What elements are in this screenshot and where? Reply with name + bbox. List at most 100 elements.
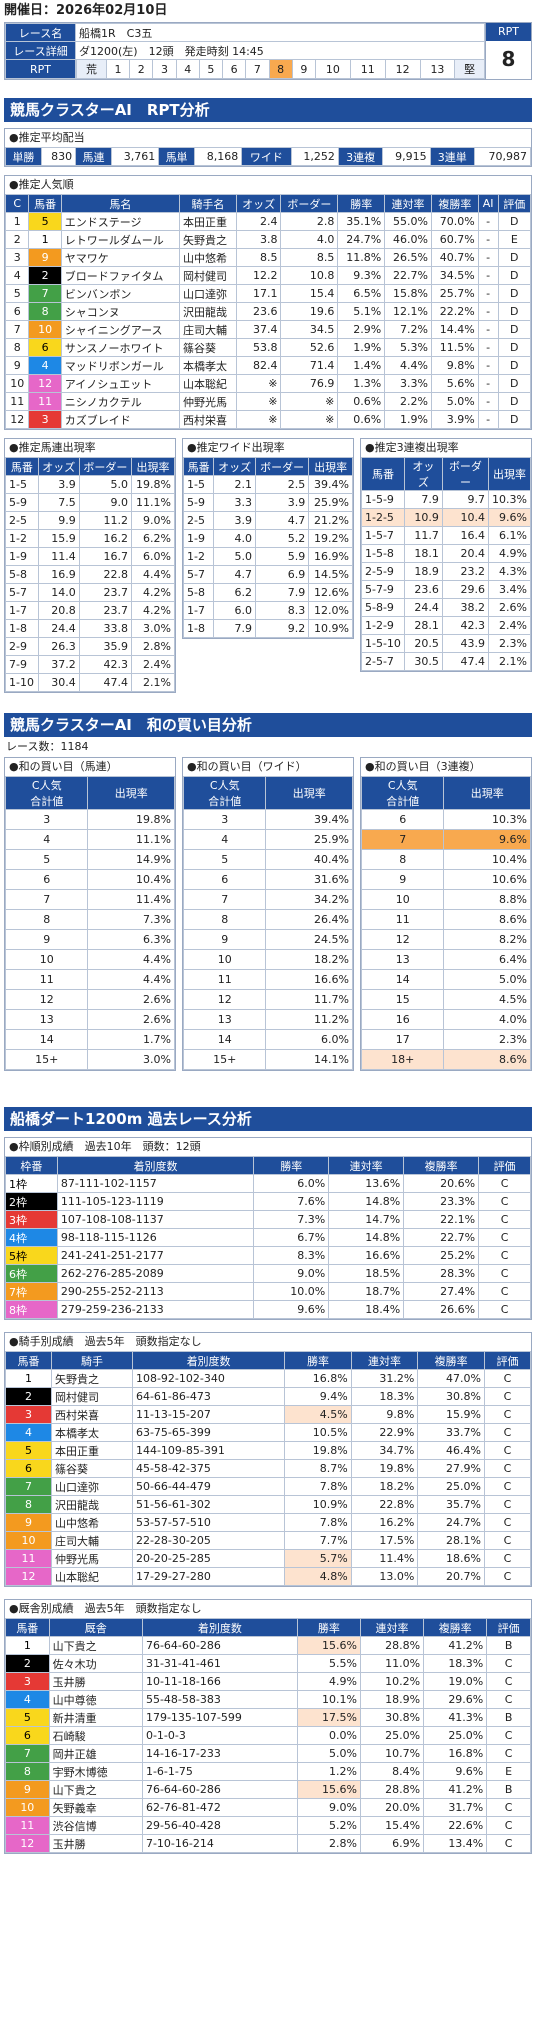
section-rpt-title: 競馬クラスターAI RPT分析: [4, 98, 532, 122]
rate: 2.6%: [87, 989, 175, 1010]
rate: 19.2%: [308, 529, 353, 548]
ai: -: [477, 410, 499, 429]
border: 29.6: [441, 580, 490, 599]
jockey-name: 矢野貴之: [179, 230, 237, 249]
record: 144-109-85-391: [131, 1441, 286, 1460]
sum-value: 12: [360, 929, 445, 950]
border: ※: [280, 392, 339, 411]
border: 6.9: [254, 565, 310, 584]
column-header: 馬番: [361, 457, 405, 491]
combo: 1-7: [5, 601, 39, 620]
rate: 2.8%: [130, 637, 176, 656]
show-rate: 20.7%: [417, 1567, 485, 1586]
rating: D: [497, 248, 532, 267]
border: 23.7: [78, 583, 132, 602]
table-row: 14 1.7%: [4, 1029, 175, 1050]
table-row: 5 本田正重 144-109-85-391 19.8% 34.7% 46.4% C: [4, 1441, 532, 1460]
horse-number: 1: [28, 230, 62, 249]
table-row: 12 3 カズブレイド 西村栄喜 ※ ※ 0.6% 1.9% 3.9% - D: [4, 410, 532, 429]
rate: 10.6%: [443, 869, 531, 890]
ai: -: [477, 338, 499, 357]
table-row: 9 6.3%: [4, 929, 175, 950]
horse-number: 9: [5, 1780, 50, 1799]
border: 76.9: [280, 374, 339, 393]
odds: 3.9: [37, 475, 80, 494]
jockey-name: 仲野光馬: [179, 392, 237, 411]
horse-number: 4: [28, 356, 62, 375]
table-row: 4 25.9%: [182, 829, 353, 850]
table-row: 6 石崎駿 0-1-0-3 0.0% 25.0% 25.0% C: [5, 1726, 531, 1745]
show-rate: 27.4%: [403, 1282, 480, 1301]
rate: 19.8%: [87, 809, 175, 830]
rating: C: [483, 1513, 532, 1532]
show-rate: 27.9%: [417, 1459, 485, 1478]
column-header: 騎手: [51, 1351, 133, 1370]
rate: 8.6%: [443, 1049, 531, 1070]
rate: 2.1%: [130, 673, 176, 692]
table-row: 15 4.5%: [360, 989, 531, 1010]
table-row: 2枠 111-105-123-1119 7.6% 14.8% 23.3% C: [5, 1192, 531, 1211]
show-rate: 15.9%: [417, 1405, 485, 1424]
rpt-scale-cell: 7: [245, 60, 270, 78]
column-header: ボーダー: [441, 457, 490, 491]
odds: 6.2: [213, 583, 256, 602]
win-rate: 4.8%: [284, 1567, 352, 1586]
trainer-table: 馬番 厩舎 着別度数 勝率 連対率 複勝率 評価 1 山下貴之 76-64-60-286 15.6%…: [5, 1618, 531, 1853]
border: 16.4: [441, 526, 490, 545]
table-row: 1-5-9 7.9 9.7 10.3%: [361, 490, 531, 509]
horse-number: 1: [4, 1369, 53, 1388]
table-row: 4枠 98-118-115-1126 6.7% 14.8% 22.7% C: [5, 1228, 531, 1247]
place2-rate: 55.0%: [384, 212, 432, 231]
table-row: 13 2.6%: [4, 1009, 175, 1030]
odds: 37.4: [235, 320, 282, 339]
rating: D: [497, 356, 532, 375]
odds: 16.9: [37, 565, 80, 584]
table-row: 3 玉井勝 10-11-18-166 4.9% 10.2% 19.0% C: [5, 1672, 531, 1691]
horse-number: 12: [28, 374, 62, 393]
race-info-box: レース名 船橋1R C3五 レース詳細 ダ1200(左) 12頭 発走時刻 14:4…: [4, 22, 532, 80]
win-rate: 9.3%: [337, 266, 386, 285]
place2-rate: 14.8%: [328, 1192, 405, 1211]
show-rate: 9.6%: [423, 1762, 488, 1781]
place2-rate: 9.8%: [350, 1405, 419, 1424]
column-header: 評価: [478, 1156, 531, 1175]
horse-number: 9: [28, 248, 62, 267]
rating: C: [483, 1495, 532, 1514]
rating: D: [497, 410, 532, 429]
place2-rate: 18.7%: [328, 1282, 405, 1301]
rate: 14.1%: [265, 1049, 353, 1070]
record: 55-48-58-383: [141, 1690, 298, 1709]
rpt-scale-cell: 5: [198, 60, 223, 78]
ai: -: [477, 266, 499, 285]
place2-rate: 16.6%: [328, 1246, 405, 1265]
combo: 5-8-9: [361, 598, 405, 617]
table-row: 12 山本聡紀 17-29-27-280 4.8% 13.0% 20.7% C: [4, 1567, 532, 1586]
place2-rate: 12.1%: [384, 302, 432, 321]
column-header: 着別度数: [141, 1618, 298, 1637]
jockey-name: 岡村健司: [179, 266, 237, 285]
frame-number: 1枠: [5, 1174, 58, 1193]
table-row: 2-5 3.9 4.7 21.2%: [182, 511, 353, 530]
rating: C: [483, 1423, 532, 1442]
column-header: 勝率: [253, 1156, 330, 1175]
name: 玉井勝: [48, 1672, 143, 1691]
combo: 7-9: [5, 655, 39, 674]
border: 8.5: [280, 248, 339, 267]
table-row: 5-8 16.9 22.8 4.4%: [5, 565, 176, 584]
table-row: 5-8 6.2 7.9 12.6%: [182, 583, 353, 602]
border: ※: [280, 410, 339, 429]
show-rate: 13.4%: [423, 1834, 488, 1853]
show-rate: 25.7%: [430, 284, 479, 303]
show-rate: 16.8%: [423, 1744, 488, 1763]
column-header: 連対率: [359, 1618, 425, 1637]
place2-rate: 22.8%: [350, 1495, 419, 1514]
place2-rate: 14.8%: [328, 1228, 405, 1247]
column-header: 複勝率: [417, 1351, 485, 1370]
column-header: 着別度数: [131, 1351, 286, 1370]
ai: -: [477, 374, 499, 393]
place2-rate: 28.8%: [359, 1636, 425, 1655]
show-rate: 22.1%: [403, 1210, 480, 1229]
table-row: 12 11.7%: [182, 989, 353, 1010]
win-rate: 2.9%: [337, 320, 386, 339]
rate: 11.4%: [87, 889, 175, 910]
